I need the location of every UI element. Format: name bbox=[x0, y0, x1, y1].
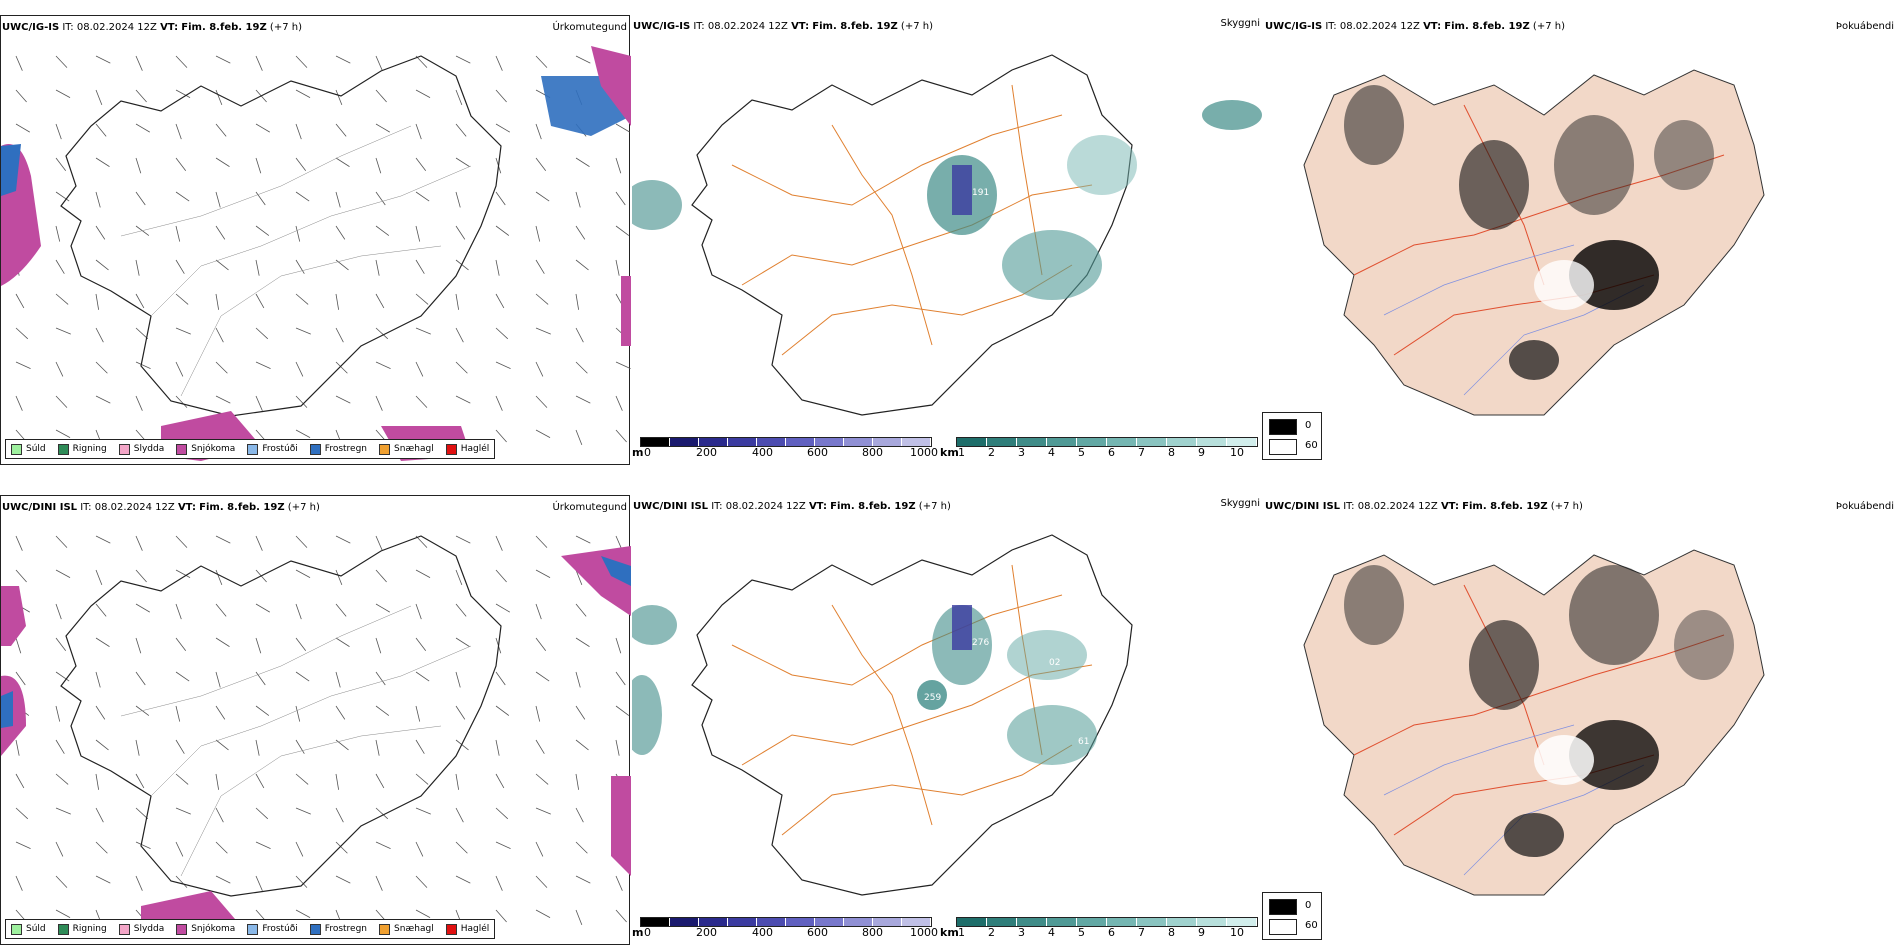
vis-label: 259 bbox=[924, 693, 941, 703]
panel-title: UWC/IG-IS IT: 08.02.2024 12Z VT: Fim. 8.… bbox=[1265, 21, 1565, 32]
visibility-map: 259 276 02 61 bbox=[632, 534, 1133, 896]
panel-name: Skyggni bbox=[1220, 18, 1260, 29]
vis-label: 191 bbox=[972, 188, 989, 198]
fog-legend-bottom: 0 60 bbox=[1262, 892, 1322, 940]
fog-legend-top: 0 60 bbox=[1262, 412, 1322, 460]
panel-name: Þokuábendi bbox=[1835, 21, 1894, 32]
precip-legend: Súld Rigning Slydda Snjókoma Frostúði Fr… bbox=[5, 919, 496, 939]
precip-legend: Súld Rigning Slydda Snjókoma Frostúði Fr… bbox=[5, 439, 496, 459]
vis-label: 61 bbox=[1078, 737, 1089, 747]
precip-map bbox=[1, 46, 631, 461]
visibility-panel-bottom: UWC/DINI ISL IT: 08.02.2024 12Z VT: Fim.… bbox=[632, 495, 1262, 945]
fog-map bbox=[1303, 69, 1765, 416]
visibility-panel-top: UWC/IG-IS IT: 08.02.2024 12Z VT: Fim. 8.… bbox=[632, 15, 1262, 465]
visibility-colorbar-bottom: km 1 2 3 4 5 6 7 8 9 10 bbox=[940, 917, 1270, 941]
vis-label: 276 bbox=[972, 638, 989, 648]
panel-name: Þokuábendi bbox=[1835, 501, 1894, 512]
panel-title: UWC/DINI ISL IT: 08.02.2024 12Z VT: Fim.… bbox=[633, 501, 951, 512]
visibility-colorbar-top: km 1 2 3 4 5 6 7 8 9 10 bbox=[940, 437, 1270, 461]
vis-label: 02 bbox=[1049, 658, 1060, 668]
panel-title: UWC/DINI ISL IT: 08.02.2024 12Z VT: Fim.… bbox=[1265, 501, 1583, 512]
precip-type-panel-bottom: UWC/DINI ISL IT: 08.02.2024 12Z VT: Fim.… bbox=[0, 495, 631, 945]
fog-map bbox=[1303, 549, 1765, 896]
panel-name: Úrkomutegund bbox=[552, 22, 627, 33]
visibility-map: 181 191 22 bbox=[632, 54, 1262, 416]
fog-panel-top: UWC/IG-IS IT: 08.02.2024 12Z VT: Fim. 8.… bbox=[1264, 15, 1894, 465]
panel-name: Skyggni bbox=[1220, 498, 1260, 509]
precip-type-panel-top: UWC/IG-IS IT: 08.02.2024 12Z VT: Fim. 8.… bbox=[0, 15, 631, 465]
height-colorbar-bottom: m 0 200 400 600 800 1000 bbox=[632, 917, 942, 941]
vis-label: 22 bbox=[1137, 188, 1148, 198]
fog-panel-bottom: UWC/DINI ISL IT: 08.02.2024 12Z VT: Fim.… bbox=[1264, 495, 1894, 945]
panel-title: UWC/IG-IS IT: 08.02.2024 12Z VT: Fim. 8.… bbox=[633, 21, 933, 32]
vis-label: 181 bbox=[947, 244, 964, 254]
panel-name: Úrkomutegund bbox=[552, 502, 627, 513]
height-colorbar-top: m 0 200 400 600 800 1000 bbox=[632, 437, 942, 461]
precip-map bbox=[1, 535, 631, 936]
panel-title: UWC/DINI ISL IT: 08.02.2024 12Z VT: Fim.… bbox=[2, 502, 320, 513]
panel-title: UWC/IG-IS IT: 08.02.2024 12Z VT: Fim. 8.… bbox=[2, 22, 302, 33]
